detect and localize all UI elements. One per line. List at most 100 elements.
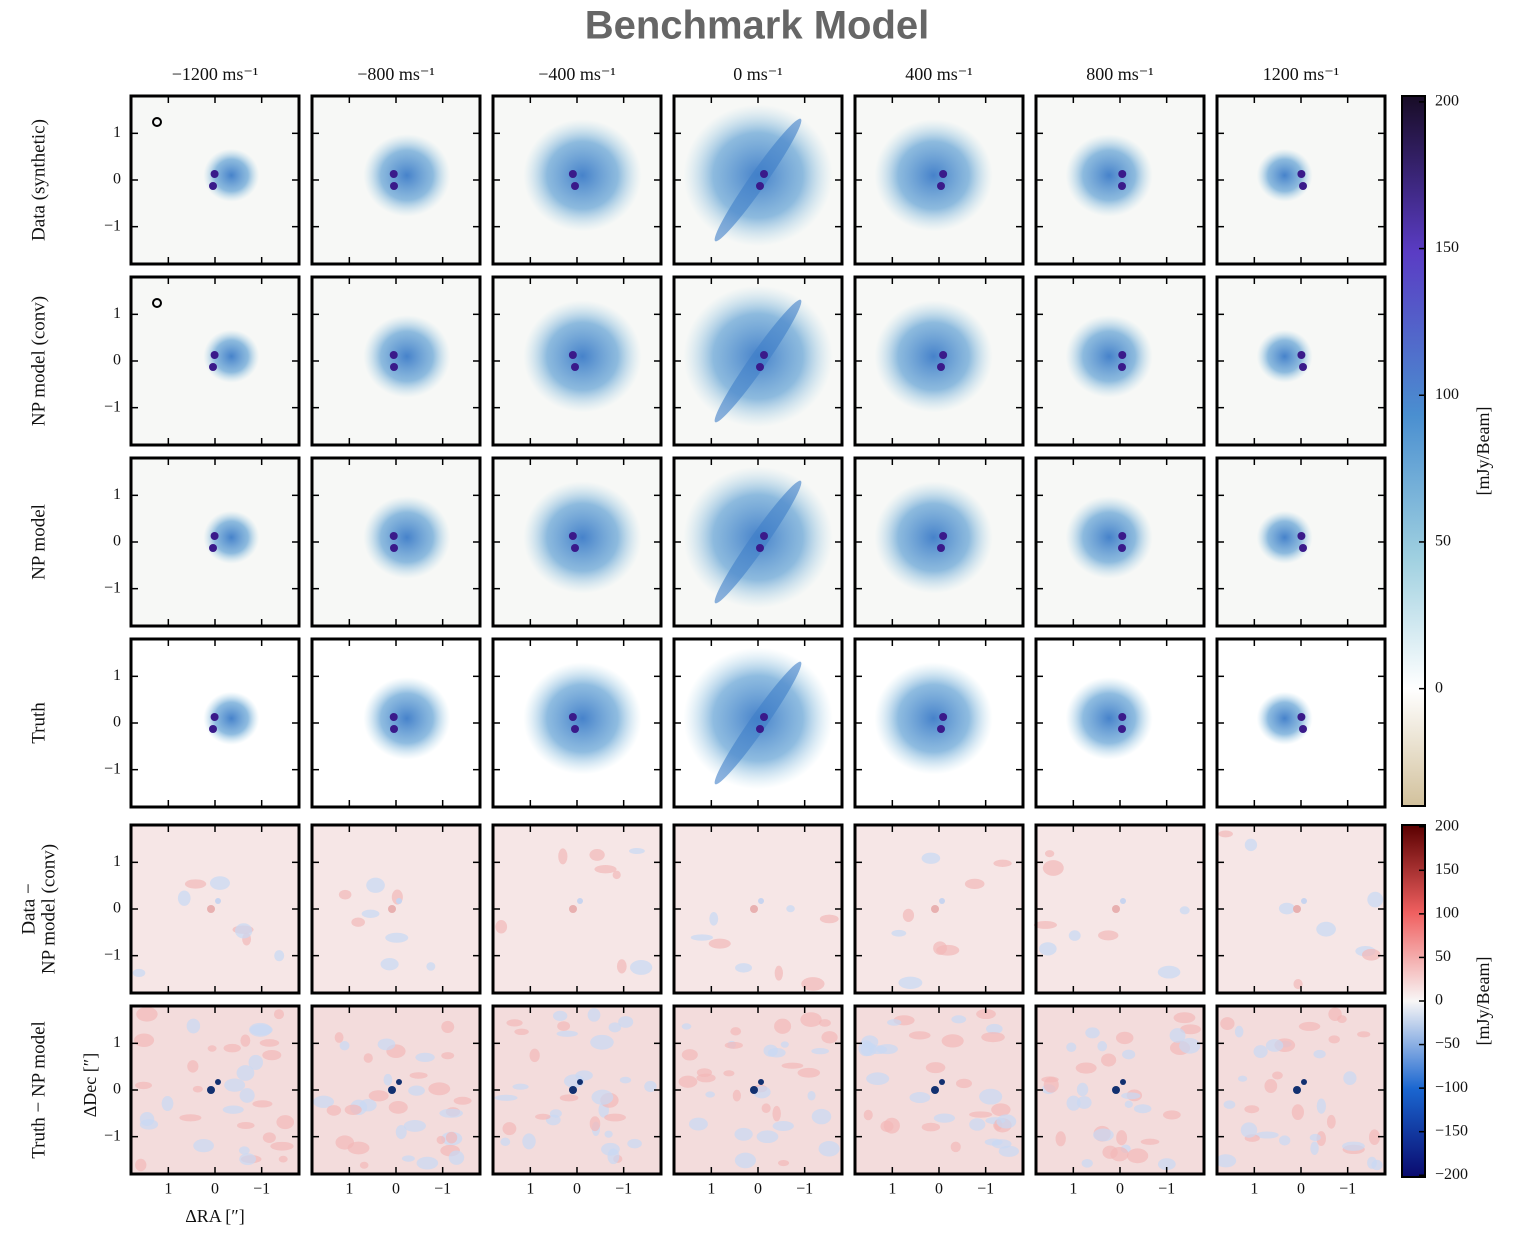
residual [1310,1141,1319,1156]
emission-peak [210,532,219,540]
panel [129,94,301,266]
residual [436,1135,446,1145]
emission [203,148,260,202]
emission-peak [1118,532,1127,540]
residual [409,1072,428,1079]
panel [853,637,1025,809]
emission [874,300,993,413]
residual [558,848,568,865]
colorbar-tick-label: 0 [1435,992,1443,1009]
residual [1179,906,1190,915]
residual [1309,1133,1321,1142]
colorbar-tick-label: 100 [1435,905,1459,922]
residual [950,1141,961,1153]
residual [998,1145,1020,1157]
emission-peak [390,182,398,190]
panel [129,1004,301,1176]
residual [351,917,365,927]
residual [589,848,605,861]
panel [1215,823,1387,995]
residual [1240,1122,1258,1138]
residual-core [1112,1086,1120,1094]
emission [523,662,642,775]
emission-peak [1118,351,1127,359]
emission-peak [389,351,398,359]
residual [616,959,627,974]
colorbar-tick-label: 150 [1435,239,1459,256]
beam [152,117,162,127]
residual [368,1090,389,1102]
residual [361,909,380,918]
x-tick-label: 0 [1116,1181,1124,1198]
row-label: Truth [28,702,49,744]
residual [359,1161,369,1169]
residual [1337,1015,1347,1023]
residual [514,1028,529,1036]
residual-core [1293,905,1301,913]
emission-peak [760,713,768,721]
emission-peak [571,725,579,733]
residual-core [1112,905,1120,913]
emission-peak [389,170,398,178]
residual [724,1041,743,1049]
residual [1066,1042,1077,1052]
residual [177,890,191,906]
column-label: 800 ms⁻¹ [1086,64,1153,84]
emission-peak [1299,725,1307,733]
residual [207,1045,217,1052]
panel [1215,456,1387,628]
emission [203,691,260,745]
panel [310,1004,482,1176]
panel [129,637,301,809]
row-label: NP model (conv) [28,296,49,426]
residual [161,1096,174,1112]
residual [589,1116,601,1132]
residual [735,963,753,973]
emission-peak [760,532,768,540]
y-tick-label: 1 [113,486,121,503]
panel [672,637,844,809]
emission-peak [939,170,948,178]
residual [590,1034,614,1050]
residual [604,1113,626,1122]
panel [129,456,301,628]
residual [262,1049,282,1061]
panel [310,823,482,995]
panel [853,1004,1025,1176]
residual [1140,1138,1160,1145]
residual [981,1032,1005,1043]
residual [1291,1104,1304,1121]
x-axis-label: ΔRA [″] [185,1206,245,1226]
emission [363,133,451,217]
residual [1133,1104,1152,1114]
emission-peak [1299,363,1307,371]
residual [1081,1159,1093,1168]
residual [1298,1021,1321,1031]
residual [192,1085,203,1093]
residual [556,1030,578,1037]
residual [607,1148,620,1165]
residual [408,1085,425,1096]
residual [1237,1075,1248,1082]
residual [132,968,146,978]
residual [193,1139,214,1153]
residual [763,1044,778,1057]
emission [203,510,260,564]
residual [1316,1098,1327,1114]
row-label: Data − [18,883,39,934]
residual [209,876,230,890]
emission-peak [1299,182,1307,190]
panel [672,275,844,447]
residual [933,1113,956,1123]
x-tick-label: −1 [253,1181,270,1198]
emission-jet [714,299,802,423]
residual [1039,942,1057,956]
emission-peak [937,363,945,371]
residual [1169,1028,1186,1043]
panel [853,456,1025,628]
residual [734,1152,756,1169]
residual [1342,1141,1365,1151]
residual [690,934,714,941]
emission-peak [939,713,948,721]
residual-core [1301,1079,1307,1085]
